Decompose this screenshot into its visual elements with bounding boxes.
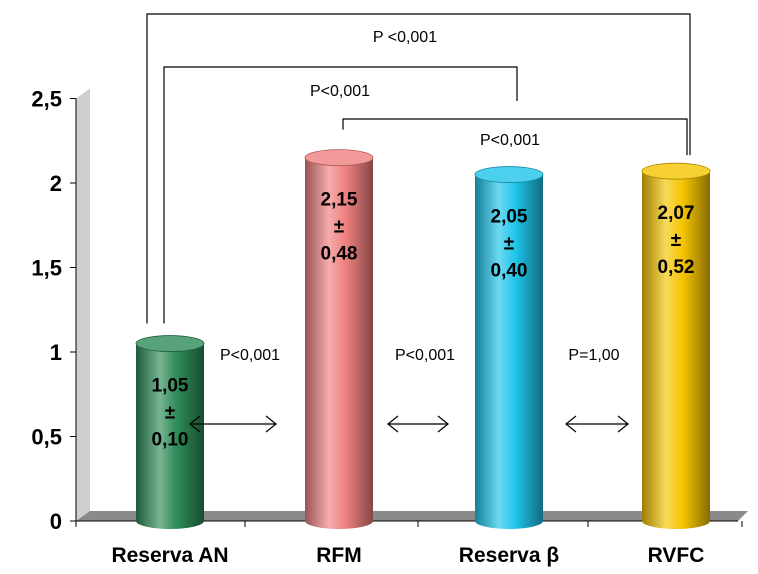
bar-value-label: 0,40 bbox=[491, 261, 528, 282]
bar-top bbox=[135, 335, 205, 352]
category-label: Reserva AN bbox=[111, 544, 228, 567]
bracket-p-label: P<0,001 bbox=[480, 132, 540, 149]
category-label: RVFC bbox=[648, 544, 705, 567]
floor bbox=[76, 511, 748, 521]
chart-walls bbox=[76, 88, 748, 521]
y-tick-label: 1,5 bbox=[31, 256, 62, 281]
y-tick-label: 2 bbox=[50, 171, 62, 196]
annotations: P <0,001 P<0,001 P<0,001 P<0,001 P<0,001 P=1,… bbox=[146, 13, 691, 433]
y-tick-label: 2,5 bbox=[31, 87, 62, 112]
bracket-p-label: P <0,001 bbox=[373, 29, 437, 46]
bar-value-label: ± bbox=[165, 403, 175, 424]
bar-top bbox=[304, 149, 374, 167]
bar-value-label: ± bbox=[671, 230, 681, 251]
y-tick-label: 0 bbox=[50, 509, 62, 534]
bar-2: 2,15 ±0,48 bbox=[304, 149, 374, 529]
bar-body bbox=[642, 171, 710, 530]
bar-value-label: ± bbox=[334, 217, 344, 238]
significance-bracket bbox=[342, 118, 688, 156]
bar-value-label: 2,15 bbox=[321, 190, 358, 211]
bar-value-label: 1,05 bbox=[152, 376, 189, 397]
bar-body bbox=[136, 343, 204, 529]
bar-3: 2,05 ±0,40 bbox=[474, 166, 544, 530]
bars: 1,05 ±0,10 2,15 ±0,48 2,05 ±0,40 2,07 ±0,52 bbox=[135, 149, 711, 530]
bar-1: 1,05 ±0,10 bbox=[135, 335, 205, 529]
bar-top bbox=[641, 162, 711, 180]
bar-value-label: 0,52 bbox=[658, 257, 695, 278]
double-arrow-icon bbox=[189, 415, 277, 433]
bar-4: 2,07 ±0,52 bbox=[641, 162, 711, 530]
bar-body bbox=[305, 157, 373, 529]
y-axis: 0 0,5 1 1,5 2 2,5 Reserva AN RFM Reserva β RVFC bbox=[31, 87, 743, 567]
pair-p-label: P<0,001 bbox=[220, 347, 280, 364]
y-tick-label: 1 bbox=[50, 340, 62, 365]
significance-bracket bbox=[146, 13, 691, 324]
category-label: RFM bbox=[316, 544, 362, 567]
left-wall bbox=[76, 88, 90, 521]
bar-top bbox=[474, 166, 544, 183]
double-arrow-icon bbox=[387, 415, 449, 433]
bar-value-label: 2,07 bbox=[658, 203, 695, 224]
category-label: Reserva β bbox=[459, 544, 560, 567]
pair-p-label: P=1,00 bbox=[568, 347, 619, 364]
bracket-p-label: P<0,001 bbox=[310, 83, 370, 100]
pair-p-label: P<0,001 bbox=[395, 347, 455, 364]
y-tick-label: 0,5 bbox=[31, 425, 62, 450]
bar-value-label: ± bbox=[504, 234, 514, 255]
bar-value-label: 0,10 bbox=[152, 430, 189, 451]
back-wall bbox=[90, 88, 748, 511]
double-arrow-icon bbox=[565, 415, 629, 433]
significance-bracket bbox=[163, 66, 518, 324]
bar-body bbox=[475, 174, 543, 530]
bar-value-label: 2,05 bbox=[491, 207, 528, 228]
bar-value-label: 0,48 bbox=[321, 244, 358, 265]
